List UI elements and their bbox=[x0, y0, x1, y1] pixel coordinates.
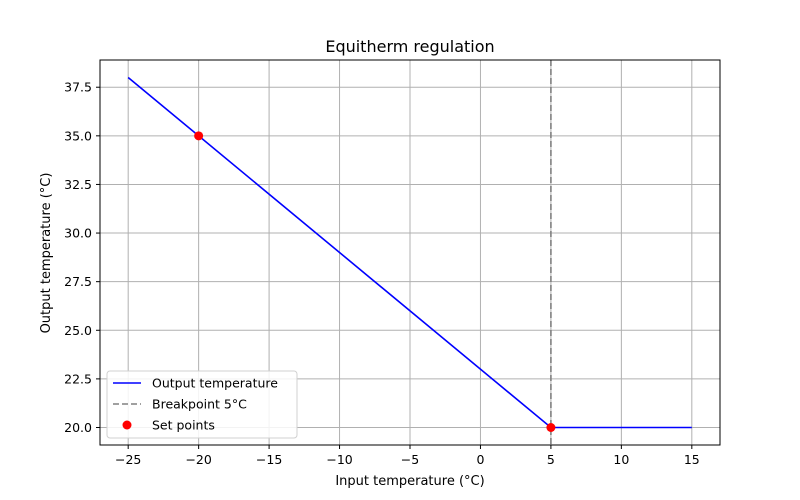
legend: Output temperature Breakpoint 5°C Set poin… bbox=[106, 370, 298, 439]
x-tick-label: −25 bbox=[115, 452, 141, 467]
x-tick-label: −15 bbox=[256, 452, 282, 467]
y-tick-label: 27.5 bbox=[64, 274, 92, 289]
set-point-marker bbox=[194, 131, 204, 141]
y-tick-label: 37.5 bbox=[64, 80, 92, 95]
x-axis-label: Input temperature (°C) bbox=[335, 474, 484, 489]
y-axis: 20.0 22.5 25.0 27.5 30.0 32.5 35.0 37.5 bbox=[64, 80, 100, 435]
legend-label: Breakpoint 5°C bbox=[152, 397, 247, 412]
y-tick-label: 32.5 bbox=[64, 177, 92, 192]
y-tick-label: 30.0 bbox=[64, 226, 92, 241]
set-point-marker bbox=[546, 423, 556, 432]
x-tick-label: −5 bbox=[401, 452, 419, 467]
y-tick-label: 25.0 bbox=[64, 323, 92, 338]
plot-series bbox=[127, 60, 692, 445]
x-tick-label: −10 bbox=[326, 452, 352, 467]
legend-box bbox=[106, 370, 298, 439]
x-tick-label: 15 bbox=[684, 452, 700, 467]
y-tick-label: 22.5 bbox=[64, 371, 92, 386]
x-axis: −25 −20 −15 −10 −5 0 5 10 15 bbox=[115, 445, 700, 467]
y-axis-label: Output temperature (°C) bbox=[39, 173, 54, 334]
y-tick-label: 20.0 bbox=[64, 420, 92, 435]
chart-title: Equitherm regulation bbox=[325, 37, 494, 56]
x-tick-label: 5 bbox=[547, 452, 555, 467]
x-tick-label: −20 bbox=[185, 452, 211, 467]
y-tick-label: 35.0 bbox=[64, 128, 92, 143]
legend-label: Output temperature bbox=[152, 376, 278, 391]
x-tick-label: 10 bbox=[613, 452, 629, 467]
legend-label: Set points bbox=[152, 418, 215, 433]
legend-swatch-marker bbox=[122, 420, 132, 430]
x-tick-label: 0 bbox=[476, 452, 484, 467]
